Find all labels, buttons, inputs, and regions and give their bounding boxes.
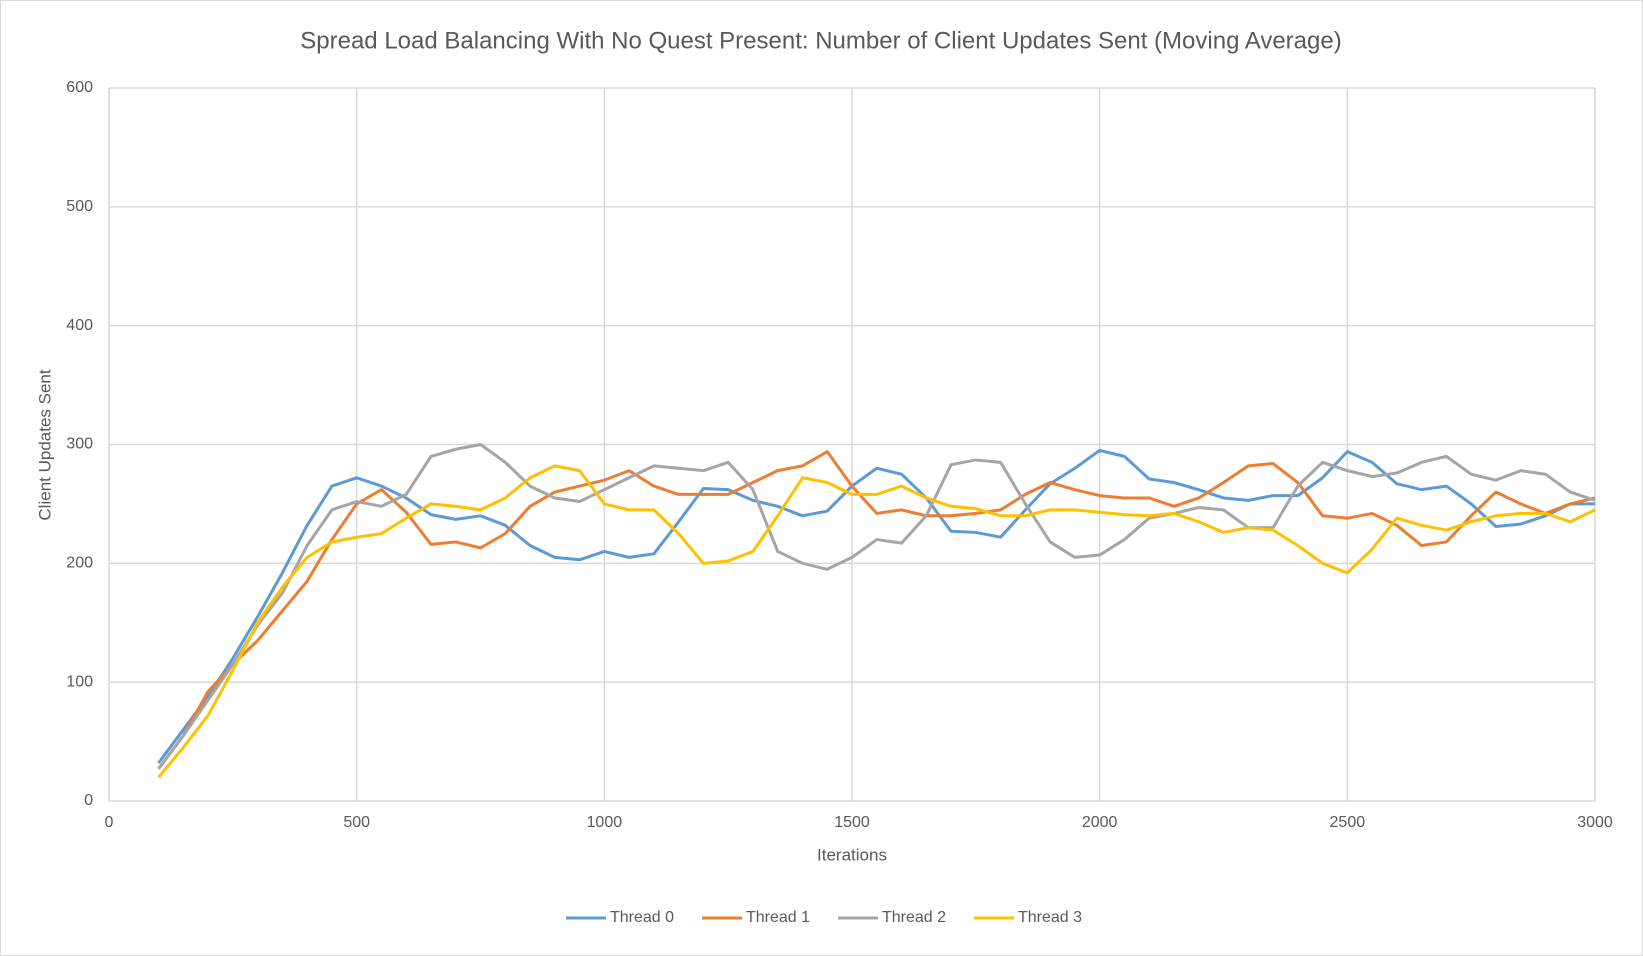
x-tick-label: 2500 [1330,814,1366,831]
data-line [157,450,1596,770]
y-tick-label: 400 [66,317,93,334]
y-axis-title: Client Updates Sent [35,369,54,520]
y-tick-label: 600 [66,79,93,96]
y-tick-label: 100 [66,673,93,690]
y-tick-label: 500 [66,198,93,215]
y-tick-label: 200 [66,555,93,572]
x-tick-label: 3000 [1577,814,1613,831]
chart-title: Spread Load Balancing With No Quest Pres… [300,27,1341,54]
legend-label: Thread 3 [1018,909,1082,926]
x-tick-label: 0 [105,814,114,831]
x-tick-label: 500 [343,814,370,831]
y-tick-label: 300 [66,436,93,453]
y-tick-label: 0 [84,792,93,809]
x-tick-label: 1500 [834,814,870,831]
data-line [157,464,1596,779]
data-line [157,443,1596,770]
legend-label: Thread 0 [610,909,674,926]
legend-label: Thread 2 [882,909,946,926]
legend-label: Thread 1 [746,909,810,926]
x-axis-title: Iterations [817,845,887,864]
x-tick-label: 2000 [1082,814,1118,831]
x-tick-label: 1000 [587,814,623,831]
data-line [157,448,1595,764]
